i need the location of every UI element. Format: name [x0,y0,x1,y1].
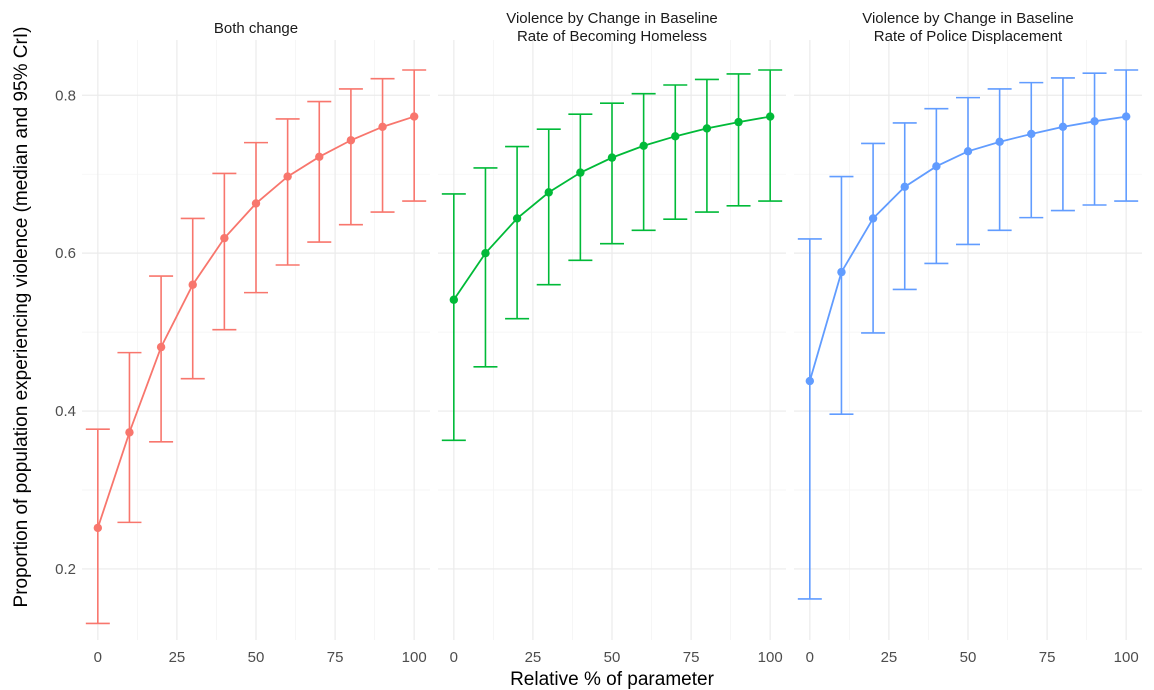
median-point [995,137,1004,147]
median-point [639,141,648,150]
x-tick-label: 25 [881,649,898,666]
x-axis-title: Relative % of parameter [510,669,714,690]
median-point [963,147,973,156]
median-point [378,122,387,132]
x-tick-label: 50 [604,649,621,666]
median-point [868,214,878,223]
median-point [283,172,292,181]
panels-layer: 0 25 50 75 100 0.2 0.4 0.6 0.8 Both change 0 25 50 75… [55,10,1142,666]
median-point [188,280,197,289]
median-point [900,182,909,192]
median-point [409,112,419,121]
median-point [1090,117,1099,126]
median-point [93,523,103,533]
y-tick-label: 0.6 [55,245,76,262]
y-tick-label: 0.2 [55,561,76,578]
panel-1: 0 25 50 75 100 0.2 0.4 0.6 0.8 Both change [55,20,430,666]
median-point [765,112,775,121]
panel-2: 0 25 50 75 100 Violence by Change in Baseline… [438,10,786,666]
median-point [734,117,743,127]
y-tick-label: 0.8 [55,87,76,104]
panel-title: Violence by Change in Baseline [862,10,1074,27]
x-tick-label: 0 [94,649,102,666]
median-point [1027,129,1036,139]
panel-3: 0 25 50 75 100 Violence by Change in Baseline… [794,10,1142,666]
x-tick-label: 0 [450,649,458,666]
median-point [481,248,490,258]
median-point [251,199,261,208]
y-axis-title: Proportion of population experiencing vi… [11,27,32,608]
x-tick-label: 75 [1039,649,1056,666]
x-tick-label: 50 [960,649,977,666]
median-point [671,132,680,141]
y-tick-label: 0.4 [55,403,76,420]
median-point [932,162,941,171]
x-tick-label: 100 [1114,649,1139,666]
median-point [512,214,522,223]
panel-title: Rate of Police Displacement [874,28,1063,45]
median-point [156,342,166,352]
x-tick-label: 75 [327,649,344,666]
median-point [315,152,324,162]
x-tick-label: 100 [402,649,427,666]
median-point [805,376,815,386]
x-tick-label: 25 [525,649,542,666]
median-point [125,428,134,437]
panel-title: Rate of Becoming Homeless [517,28,707,45]
panel-title: Both change [214,20,298,37]
median-point [702,124,712,133]
median-point [1121,112,1131,121]
median-point [346,136,356,145]
x-tick-label: 50 [248,649,265,666]
median-point [576,168,585,177]
x-tick-label: 75 [683,649,700,666]
median-point [1058,122,1068,132]
median-point [220,233,229,243]
median-point [449,295,459,304]
x-tick-label: 25 [169,649,186,666]
panel-title: Violence by Change in Baseline [506,10,718,27]
x-tick-label: 100 [758,649,783,666]
median-point [544,188,553,197]
x-tick-label: 0 [806,649,814,666]
median-point [837,267,846,277]
median-point [607,153,617,162]
